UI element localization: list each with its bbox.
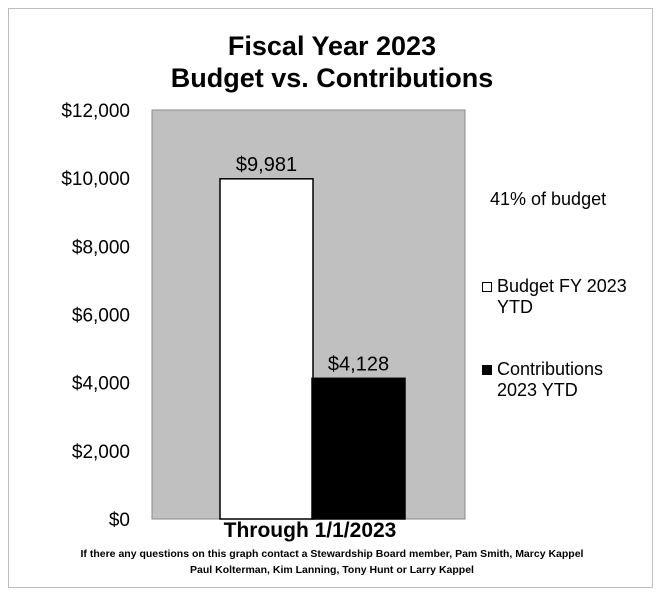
legend-item-budget: Budget FY 2023 YTD (482, 276, 647, 318)
bar-budget (219, 178, 314, 520)
legend-item-contributions: Contributions 2023 YTD (482, 359, 647, 401)
y-tick-label: $4,000 (72, 374, 130, 395)
y-tick-label: $2,000 (72, 442, 130, 463)
y-tick-label: $6,000 (72, 306, 130, 327)
y-tick-label: $12,000 (61, 101, 130, 122)
legend-label-contributions: Contributions 2023 YTD (497, 359, 604, 400)
bar-contributions (311, 377, 406, 520)
y-tick-label: $8,000 (72, 237, 130, 258)
legend-swatch-budget (482, 282, 492, 292)
legend-label-budget: Budget FY 2023 YTD (497, 276, 627, 317)
budget-percent-annotation: 41% of budget (490, 189, 607, 209)
footnote-line-1: If there any questions on this graph con… (80, 548, 584, 560)
y-tick-label: $0 (109, 510, 130, 531)
x-axis-label: Through 1/1/2023 (223, 519, 397, 542)
footnote-line-2: Paul Kolterman, Kim Lanning, Tony Hunt o… (190, 564, 474, 576)
legend-swatch-contributions (482, 365, 492, 375)
y-tick-label: $10,000 (61, 169, 130, 190)
chart-title: Fiscal Year 2023 (227, 31, 437, 61)
data-label-budget: $9,981 (236, 154, 297, 176)
data-label-contributions: $4,128 (328, 353, 389, 375)
chart-subtitle: Budget vs. Contributions (170, 63, 494, 93)
